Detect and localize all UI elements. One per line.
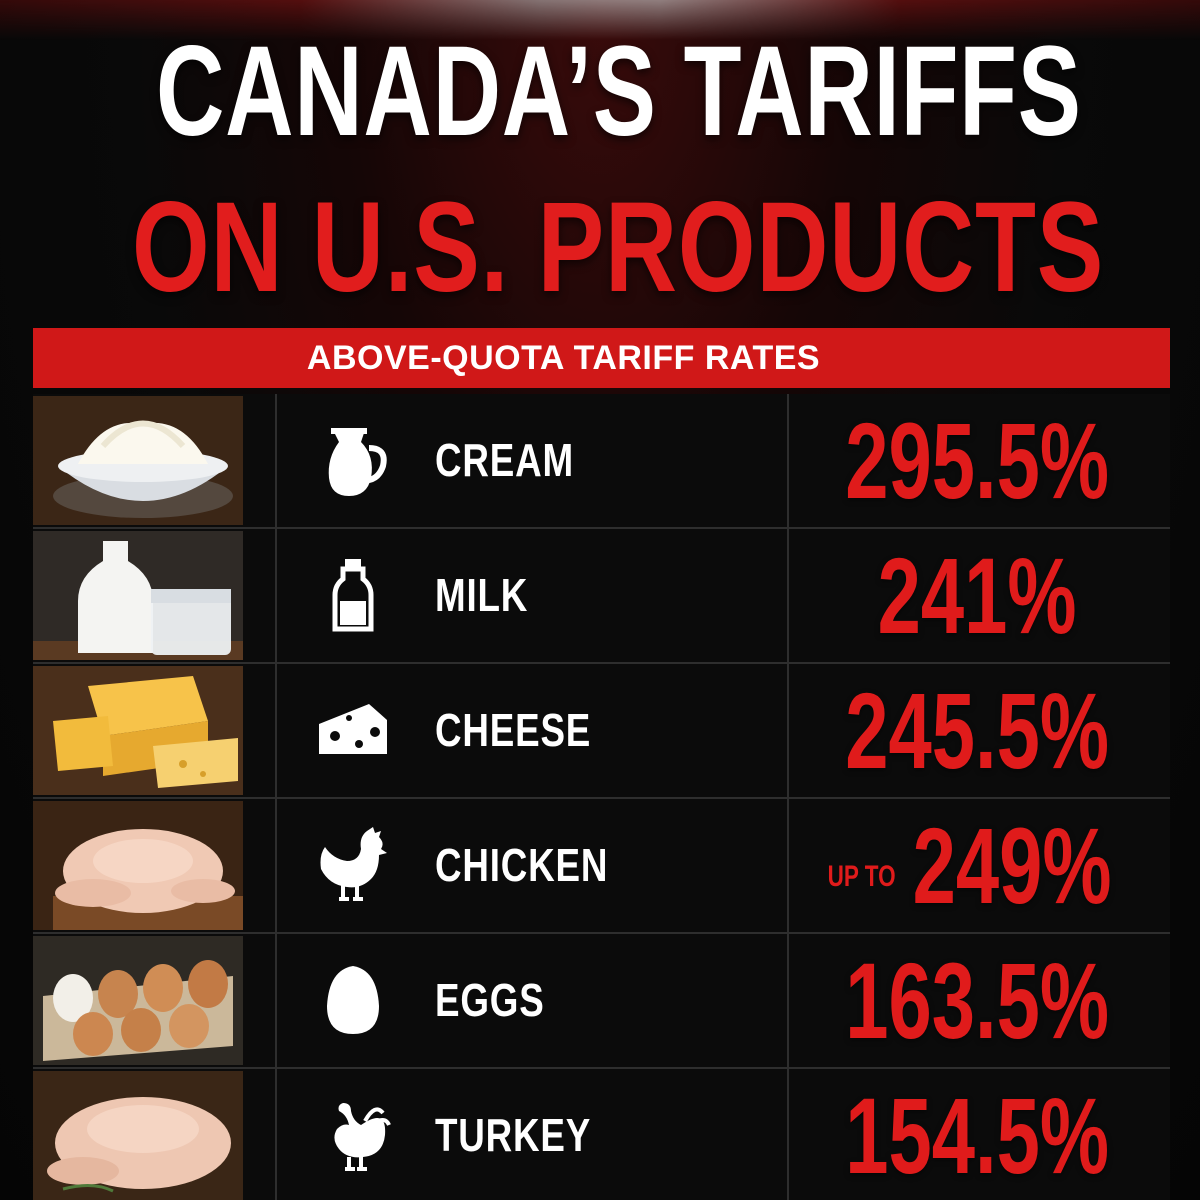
egg-icon — [313, 960, 393, 1040]
section-banner: ABOVE-QUOTA TARIFF RATES — [33, 328, 1170, 388]
cheese-photo — [33, 666, 243, 795]
table-row: CHEESE 245.5% — [33, 664, 1170, 799]
item-label: EGGS — [435, 974, 545, 1026]
rate-cell: 163.5% — [785, 934, 1170, 1067]
table-row: EGGS 163.5% — [33, 934, 1170, 1069]
rate-cell: 245.5% — [785, 664, 1170, 797]
item-cell: MILK — [275, 529, 789, 662]
table-row: CHICKEN UP TO 249% — [33, 799, 1170, 934]
cream-photo — [33, 396, 243, 525]
rate-value: 249% — [912, 804, 1112, 926]
turkey-icon — [313, 1095, 393, 1175]
rate-value: 245.5% — [845, 669, 1110, 791]
item-label: CHICKEN — [435, 839, 609, 891]
table-row: CREAM 295.5% — [33, 394, 1170, 529]
tariff-table: CREAM 295.5% — [33, 394, 1170, 1200]
rate-cell: 295.5% — [785, 394, 1170, 527]
item-label: MILK — [435, 569, 529, 621]
milk-bottle-icon — [313, 555, 393, 635]
item-cell: CHICKEN — [275, 799, 789, 932]
cream-pitcher-icon — [313, 420, 393, 500]
banner-label: ABOVE-QUOTA TARIFF RATES — [306, 338, 821, 377]
milk-photo — [33, 531, 243, 660]
cheese-icon — [313, 690, 393, 770]
item-label: CREAM — [435, 434, 574, 486]
canada-flag-backdrop — [0, 0, 1200, 40]
item-cell: TURKEY — [275, 1069, 789, 1200]
title-line-2: ON U.S. PRODUCTS — [132, 176, 1105, 319]
chicken-photo — [33, 801, 243, 930]
title-line-1: CANADA’S TARIFFS — [156, 20, 1082, 163]
rate-value: 295.5% — [845, 399, 1110, 521]
turkey-photo — [33, 1071, 243, 1200]
item-cell: CREAM — [275, 394, 789, 527]
item-label: CHEESE — [435, 704, 592, 756]
table-row: MILK 241% — [33, 529, 1170, 664]
item-cell: CHEESE — [275, 664, 789, 797]
rate-cell: 154.5% — [785, 1069, 1170, 1200]
rate-prefix: UP TO — [827, 859, 896, 893]
rate-value: 163.5% — [845, 939, 1110, 1061]
rate-cell: UP TO 249% — [785, 799, 1170, 932]
eggs-photo — [33, 936, 243, 1065]
rate-value: 241% — [878, 534, 1077, 656]
table-row: TURKEY 154.5% — [33, 1069, 1170, 1200]
item-cell: EGGS — [275, 934, 789, 1067]
chicken-icon — [313, 825, 393, 905]
item-label: TURKEY — [435, 1109, 592, 1161]
rate-cell: 241% — [785, 529, 1170, 662]
rate-value: 154.5% — [845, 1074, 1110, 1196]
